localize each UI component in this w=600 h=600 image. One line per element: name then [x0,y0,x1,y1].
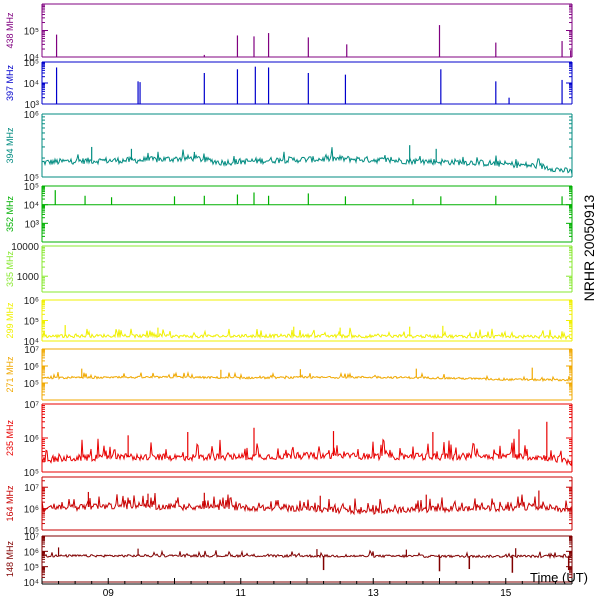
y-tick-label: 10⁷ [24,400,39,411]
y-tick-label: 10000 [11,242,39,253]
y-tick-label: 10⁶ [24,296,39,307]
y-tick-label: 10⁶ [24,110,39,121]
y-tick-label: 10⁵ [24,563,39,574]
panel-394-mhz: 10⁵ 10⁶ 394 MHz [5,110,573,184]
frequency-label: 164 MHz [5,485,15,522]
x-tick-label: 09 [103,588,115,599]
panel-352-mhz: 10³ 10⁴ 10⁵ 352 MHz [5,182,573,243]
frequency-label: 335 MHz [5,250,15,287]
y-tick-label: 10⁵ [24,58,39,69]
y-tick-label: 10⁷ [24,532,39,543]
y-tick-label: 10⁴ [24,53,39,64]
y-tick-label: 10⁴ [24,201,39,212]
signal-trace [41,147,573,175]
signal-trace [41,492,573,516]
panel-299-mhz: 10⁴ 10⁵ 10⁶ 299 MHz [5,296,573,348]
x-tick-label: 15 [500,588,512,599]
panel-164-mhz: 10⁵ 10⁶ 10⁷ 164 MHz [5,476,573,537]
station-date-label: NRHR 20050913 [581,194,597,301]
signal-trace [41,370,572,383]
signal-trace [41,327,573,341]
y-tick-label: 10⁶ [24,505,39,516]
y-tick-label: 10⁵ [24,379,39,390]
y-tick-label: 10³ [25,100,40,111]
y-tick-label: 10⁴ [24,79,39,90]
y-tick-label: 10⁴ [24,578,39,589]
y-tick-label: 10⁵ [24,182,39,193]
frequency-label: 397 MHz [5,64,15,101]
y-tick-label: 10⁴ [24,337,39,348]
panel-438-mhz: 10⁴ 10⁵ 438 MHz [5,3,573,64]
y-tick-label: 10⁵ [24,173,39,184]
frequency-label: 235 MHz [5,419,15,456]
panel-148-mhz: 10⁴ 10⁵ 10⁶ 10⁷ 148 MHz [5,532,573,589]
y-tick-label: 10⁷ [24,345,39,356]
y-tick-label: 10⁵ [24,526,39,537]
y-tick-label: 10⁶ [24,547,39,558]
panel-397-mhz: 10³ 10⁴ 10⁵ 397 MHz [5,58,573,111]
x-tick-label: 11 [236,588,247,599]
y-tick-label: 1000 [17,272,40,283]
frequency-label: 271 MHz [5,356,15,393]
x-axis-label: Time (UT) [530,570,588,585]
y-tick-label: 10³ [25,219,40,230]
y-tick-label: 10⁶ [24,434,39,445]
panel-271-mhz: 10⁵ 10⁶ 10⁷ 271 MHz [5,345,573,401]
y-tick-label: 10⁶ [24,362,39,373]
y-tick-label: 10⁵ [24,468,39,479]
panel-235-mhz: 10⁵ 10⁶ 10⁷ 235 MHz [5,400,573,479]
time-axis: 09 11 13 15 [41,578,573,599]
y-tick-label: 10⁵ [24,317,39,328]
frequency-label: 148 MHz [5,540,15,577]
frequency-label: 438 MHz [5,12,15,49]
frequency-label: 299 MHz [5,302,15,339]
frequency-label: 394 MHz [5,127,15,164]
y-tick-label: 10⁵ [24,27,39,38]
frequency-label: 352 MHz [5,195,15,232]
signal-trace [41,549,573,560]
y-tick-label: 10⁷ [24,483,39,494]
signal-trace [41,438,573,467]
x-tick-label: 13 [368,588,380,599]
